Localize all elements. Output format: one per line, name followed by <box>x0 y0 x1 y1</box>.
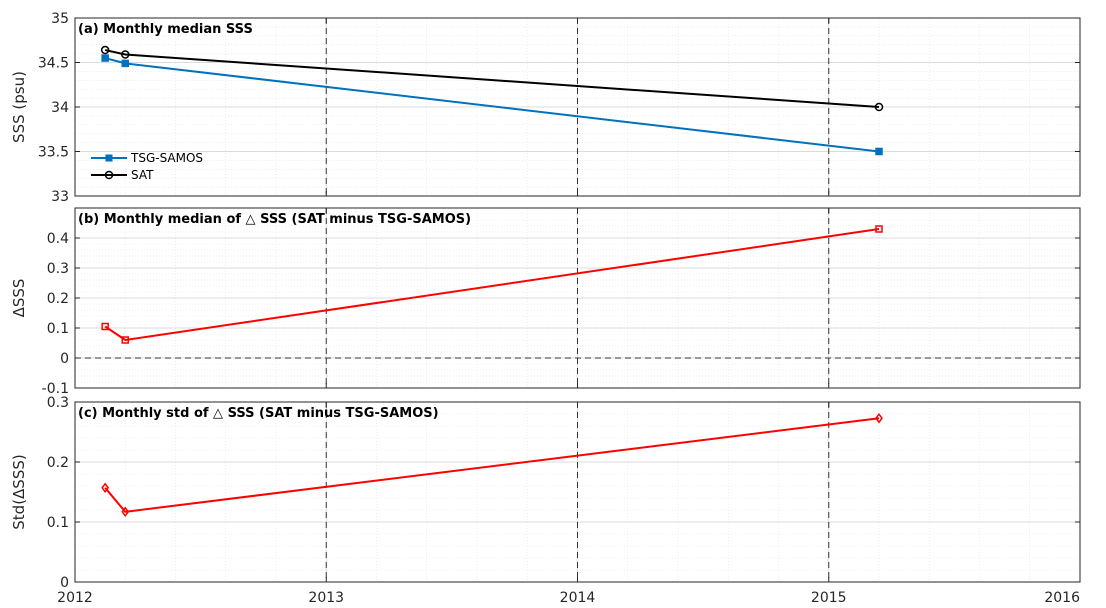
data-point <box>121 506 130 518</box>
y-tick-label: 0.2 <box>47 455 69 471</box>
data-point <box>101 482 110 494</box>
data-point <box>121 336 129 344</box>
series-line <box>104 49 880 108</box>
series-line <box>104 228 880 342</box>
y-axis-label: ΔSSS <box>10 279 28 318</box>
data-point <box>875 147 883 156</box>
y-tick-label: 0.3 <box>47 261 69 277</box>
y-tick-label: 0 <box>60 351 69 367</box>
panel-title: (b) Monthly median of △ SSS (SAT minus T… <box>78 212 471 227</box>
chart-panel-a: 33 33.5 34 34.5 35 SSS (psu) (a) Monthly media… <box>10 11 1081 205</box>
y-tick-label: 33.5 <box>38 145 69 161</box>
data-point <box>121 50 130 59</box>
y-tick-label: 35 <box>51 11 69 27</box>
y-tick-label: 33 <box>51 189 69 205</box>
data-point <box>121 59 129 68</box>
y-tick-label: 0.2 <box>47 291 69 307</box>
y-tick-label: -0.1 <box>42 381 69 397</box>
x-tick-label: 2014 <box>560 590 596 606</box>
y-tick-label: 34 <box>51 100 69 116</box>
data-point <box>874 102 884 112</box>
data-point <box>101 322 109 331</box>
x-tick-label: 2013 <box>308 590 344 606</box>
y-tick-label: 34.5 <box>38 56 69 72</box>
data-point <box>100 45 110 55</box>
y-tick-label: 0 <box>60 575 69 591</box>
panel-title: (a) Monthly median SSS <box>78 22 253 37</box>
y-axis-label: Std(ΔSSS) <box>10 454 28 529</box>
panel-title: (c) Monthly std of △ SSS (SAT minus TSG-… <box>78 406 439 421</box>
data-point <box>101 54 109 62</box>
legend-marker <box>105 154 113 162</box>
chart-panel-b: -0.1 0 0.1 0.2 0.3 0.4 ΔSSS (b) Monthly median … <box>10 207 1081 397</box>
chart-panel-c: 0 0.1 0.2 0.3 2012 2013 2014 2015 2016 Std(ΔSSS) (… <box>10 395 1081 606</box>
x-tick-label: 2012 <box>57 590 93 606</box>
data-point <box>875 225 883 233</box>
y-tick-label: 0.1 <box>47 515 69 531</box>
x-tick-label: 2015 <box>811 590 847 606</box>
legend-marker <box>104 170 114 180</box>
x-tick-label: 2016 <box>1044 590 1080 606</box>
data-point <box>875 412 883 424</box>
y-axis-label: SSS (psu) <box>10 71 28 143</box>
y-tick-label: 0.4 <box>47 231 69 247</box>
series-line <box>104 417 880 513</box>
legend-entry: TSG-SAMOS <box>130 151 203 165</box>
y-tick-label: 0.1 <box>47 321 69 337</box>
legend-entry: SAT <box>131 168 154 182</box>
y-tick-label: 0.3 <box>47 395 69 411</box>
